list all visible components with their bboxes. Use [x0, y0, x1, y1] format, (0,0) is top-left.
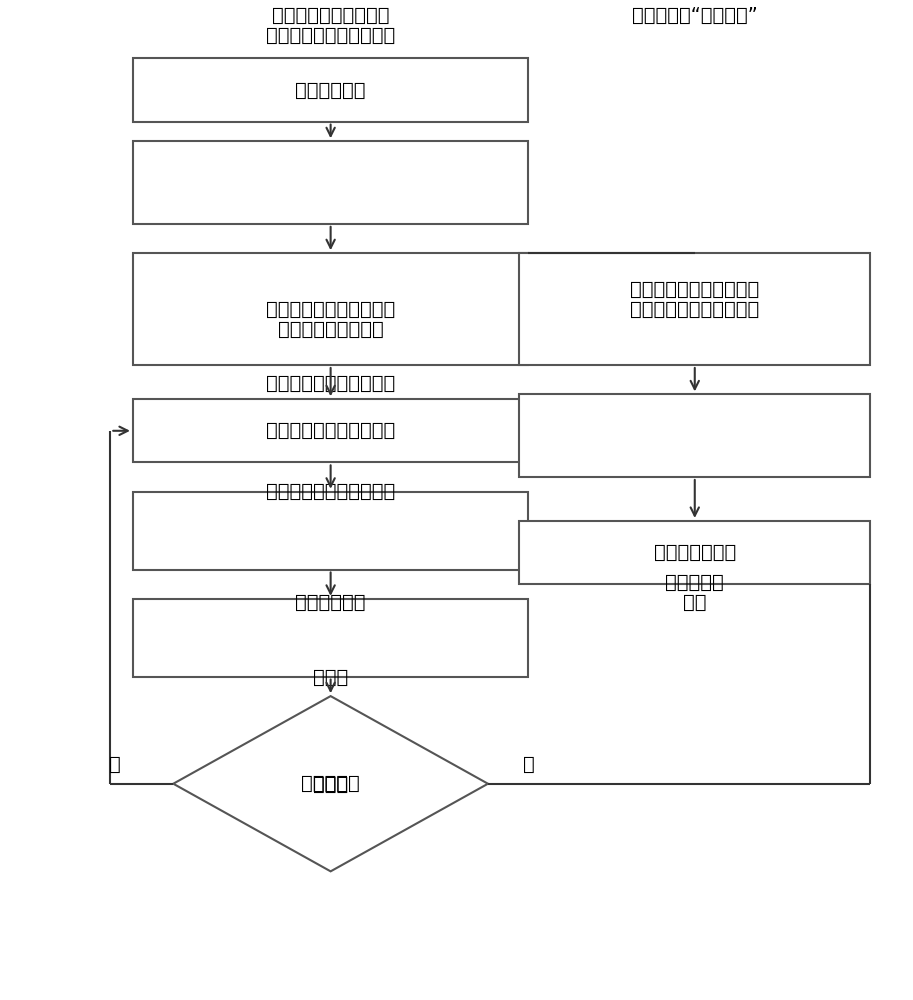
Text: 程序: 程序 [683, 593, 707, 612]
Text: 药剂师在电脑上点击对应: 药剂师在电脑上点击对应 [266, 374, 395, 393]
FancyBboxPatch shape [519, 253, 870, 365]
Text: 医生开具处方: 医生开具处方 [296, 81, 366, 100]
FancyBboxPatch shape [132, 141, 529, 224]
Text: 药剂师扫描病人药品条码: 药剂师扫描病人药品条码 [266, 421, 395, 440]
Text: 否: 否 [109, 755, 121, 774]
Text: 条码与系统处方核对: 条码与系统处方核对 [278, 320, 383, 339]
Text: 装药完成？: 装药完成？ [301, 774, 360, 793]
Text: 入药槽: 入药槽 [313, 775, 348, 794]
FancyBboxPatch shape [519, 521, 870, 584]
Text: 病人取药盒回家: 病人取药盒回家 [654, 543, 736, 562]
Text: 图（含药槽）: 图（含药槽） [296, 593, 366, 612]
Text: 药房药剂师扫描病人药方: 药房药剂师扫描病人药方 [266, 26, 395, 45]
Text: 药剂师拆开药盒子将药倒: 药剂师拆开药盒子将药倒 [266, 481, 395, 500]
Text: 的药槽: 的药槽 [313, 668, 348, 687]
Text: 按鈕并计时: 按鈕并计时 [666, 573, 724, 592]
Text: 药剂师点击“处方导入”: 药剂师点击“处方导入” [632, 6, 758, 25]
FancyBboxPatch shape [132, 253, 529, 365]
Text: 药剂师在电脑上点击启动: 药剂师在电脑上点击启动 [630, 279, 760, 298]
FancyBboxPatch shape [519, 394, 870, 477]
Text: 码，电脑上显示药盒示意: 码，电脑上显示药盒示意 [266, 300, 395, 319]
FancyBboxPatch shape [132, 399, 529, 462]
FancyBboxPatch shape [132, 58, 529, 122]
Text: 是: 是 [522, 755, 534, 774]
FancyBboxPatch shape [132, 599, 529, 677]
FancyBboxPatch shape [132, 492, 529, 570]
Text: 药剂师扫描病人药盒条: 药剂师扫描病人药盒条 [272, 6, 389, 25]
Text: 按鈕，系统自动设置服药: 按鈕，系统自动设置服药 [630, 300, 760, 319]
Polygon shape [173, 696, 488, 871]
